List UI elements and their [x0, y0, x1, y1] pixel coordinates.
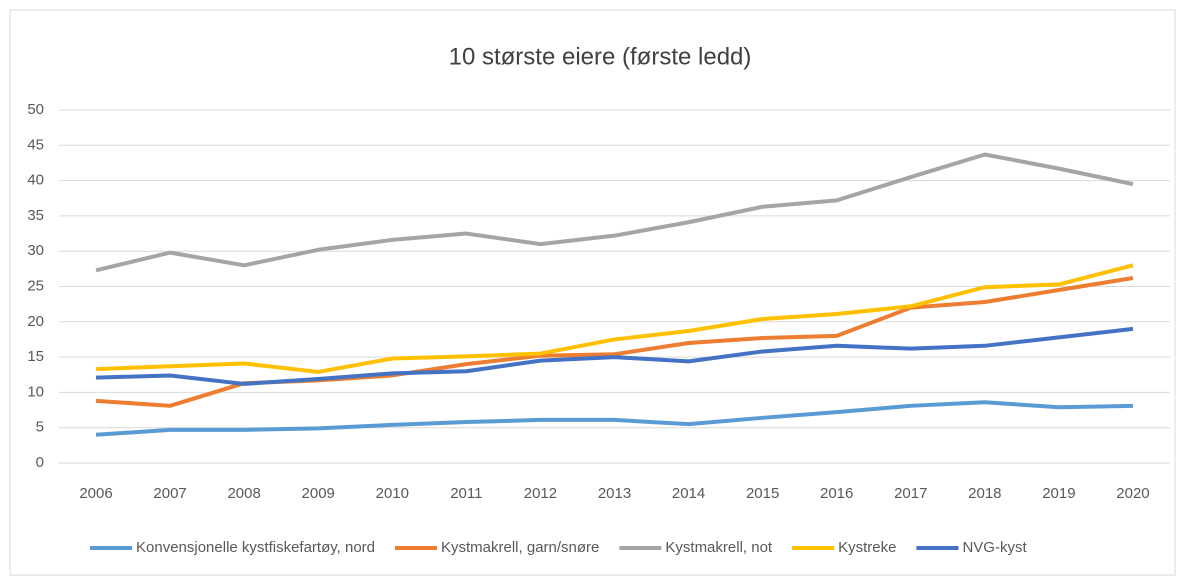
legend-label: Kystmakrell, garn/snøre — [441, 539, 599, 556]
legend-label: Konvensjonelle kystfiskefartøy, nord — [136, 539, 375, 556]
y-tick-label: 45 — [27, 136, 44, 153]
x-tick-label: 2015 — [746, 485, 779, 502]
legend-label: Kystmakrell, not — [665, 539, 773, 556]
x-tick-label: 2019 — [1042, 485, 1075, 502]
series-line — [95, 152, 1134, 273]
legend-label: Kystreke — [838, 539, 896, 556]
y-tick-label: 15 — [27, 348, 44, 365]
series-line — [95, 400, 1134, 437]
x-tick-label: 2014 — [672, 485, 705, 502]
y-tick-label: 25 — [27, 277, 44, 294]
x-tick-label: 2016 — [820, 485, 853, 502]
x-tick-label: 2017 — [894, 485, 927, 502]
y-tick-label: 30 — [27, 242, 44, 259]
y-tick-label: 50 — [27, 101, 44, 118]
y-tick-label: 40 — [27, 172, 44, 189]
series-line — [95, 263, 1134, 374]
chart-border — [9, 9, 1176, 576]
y-tick-label: 10 — [27, 383, 44, 400]
y-tick-label: 0 — [36, 454, 44, 471]
chart-title: 10 største eiere (første ledd) — [449, 43, 752, 70]
x-tick-label: 2018 — [968, 485, 1001, 502]
series-line — [95, 326, 1134, 386]
x-tick-label: 2010 — [376, 485, 409, 502]
x-tick-label: 2006 — [79, 485, 112, 502]
x-tick-label: 2008 — [227, 485, 260, 502]
y-tick-label: 35 — [27, 207, 44, 224]
x-tick-label: 2012 — [524, 485, 557, 502]
x-tick-label: 2009 — [302, 485, 335, 502]
y-tick-label: 5 — [36, 419, 44, 436]
x-tick-label: 2013 — [598, 485, 631, 502]
x-tick-label: 2011 — [450, 485, 482, 502]
y-tick-label: 20 — [27, 313, 44, 330]
legend-label: NVG-kyst — [962, 539, 1027, 556]
x-tick-label: 2020 — [1116, 485, 1149, 502]
x-tick-label: 2007 — [153, 485, 186, 502]
